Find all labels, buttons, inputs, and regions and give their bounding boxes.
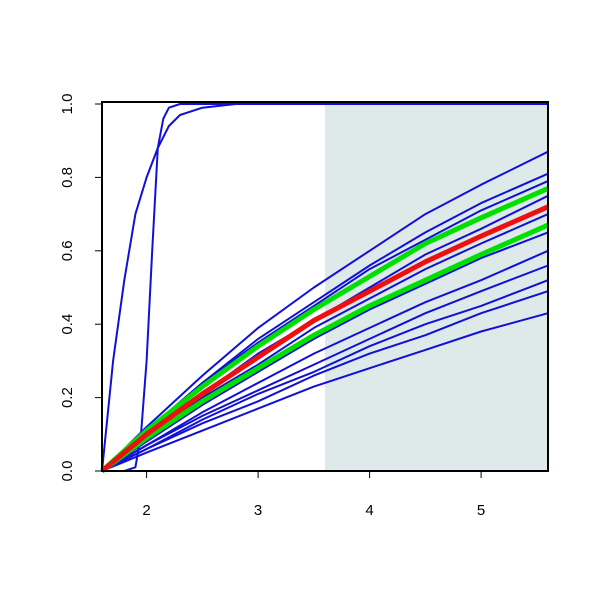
series-line bbox=[100, 204, 550, 473]
series-line bbox=[101, 103, 548, 472]
highlight-region bbox=[325, 104, 548, 471]
y-tick-label: 0.2 bbox=[59, 387, 76, 408]
y-tick-label: 0.8 bbox=[59, 167, 76, 188]
series-line bbox=[101, 249, 549, 472]
series-line bbox=[101, 312, 549, 472]
plot-frame bbox=[101, 101, 549, 472]
y-tick-label: 0.6 bbox=[59, 240, 76, 261]
series-line bbox=[101, 150, 549, 472]
series-line bbox=[101, 231, 549, 472]
x-tick-label: 2 bbox=[142, 502, 150, 519]
series-line bbox=[102, 103, 548, 472]
x-tick-label: 3 bbox=[254, 502, 262, 519]
series-line bbox=[100, 186, 550, 473]
series-line bbox=[101, 264, 549, 472]
y-tick-label: 1.0 bbox=[59, 94, 76, 115]
series-line bbox=[100, 222, 550, 474]
x-tick-label: 4 bbox=[365, 502, 373, 519]
series-line bbox=[101, 290, 549, 472]
y-tick-label: 0.4 bbox=[59, 314, 76, 335]
x-tick-label: 5 bbox=[477, 502, 485, 519]
series-line bbox=[101, 279, 549, 472]
y-tick-label: 0.0 bbox=[59, 461, 76, 482]
